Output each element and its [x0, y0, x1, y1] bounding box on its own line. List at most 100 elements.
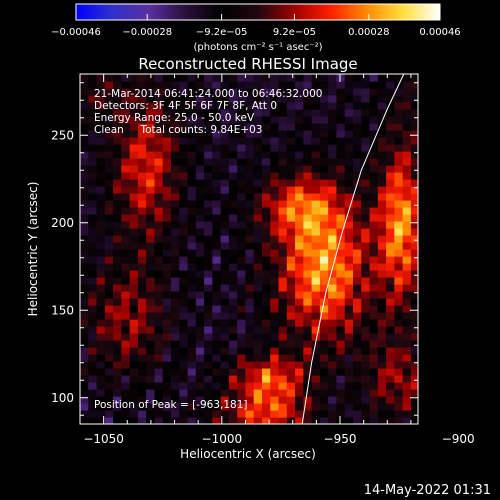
heatmap-cell	[179, 95, 189, 103]
heatmap-cell	[154, 116, 164, 124]
heatmap-cell	[237, 172, 247, 180]
heatmap-cell	[104, 326, 114, 334]
heatmap-cell	[96, 74, 106, 82]
heatmap-cell	[286, 298, 296, 306]
heatmap-cell	[137, 165, 147, 173]
heatmap-cell	[237, 116, 247, 124]
heatmap-cell	[386, 186, 395, 194]
heatmap-cell	[353, 200, 362, 208]
heatmap-cell	[410, 179, 418, 187]
heatmap-cell	[212, 151, 222, 159]
heatmap-cell	[187, 333, 197, 341]
heatmap-cell	[113, 298, 122, 306]
heatmap-cell	[278, 123, 288, 131]
heatmap-cell	[361, 340, 371, 348]
heatmap-cell	[129, 333, 139, 341]
heatmap-cell	[262, 74, 271, 82]
heatmap-cell	[121, 319, 131, 327]
heatmap-cell	[154, 158, 164, 166]
heatmap-cell	[262, 382, 271, 390]
heatmap-cell	[410, 291, 418, 299]
heatmap-cell	[328, 137, 338, 145]
heatmap-cell	[137, 410, 147, 418]
heatmap-cell	[154, 263, 164, 271]
heatmap-cell	[353, 277, 362, 285]
annotation-energy-range: Energy Range: 25.0 - 50.0 keV	[94, 112, 255, 124]
heatmap-cell	[262, 88, 271, 96]
heatmap-cell	[386, 123, 395, 131]
heatmap-cell	[195, 403, 205, 411]
heatmap-cell	[410, 298, 418, 306]
heatmap-cell	[410, 88, 418, 96]
heatmap-cell	[336, 81, 346, 89]
heatmap-cell	[212, 354, 222, 362]
heatmap-cell	[353, 270, 362, 278]
heatmap-cell	[113, 417, 122, 424]
heatmap-cell	[245, 256, 255, 264]
heatmap-cell	[344, 130, 354, 138]
heatmap-cell	[369, 403, 379, 411]
heatmap-cell	[278, 361, 288, 369]
heatmap-cell	[80, 179, 89, 187]
heatmap-cell	[361, 74, 371, 82]
heatmap-cell	[311, 137, 321, 145]
heatmap-cell	[253, 298, 263, 306]
heatmap-cell	[154, 375, 164, 383]
heatmap-cell	[278, 95, 288, 103]
heatmap-cell	[80, 249, 89, 257]
heatmap-cell	[154, 214, 164, 222]
heatmap-cell	[262, 165, 271, 173]
heatmap-cell	[220, 291, 230, 299]
heatmap-cell	[278, 249, 288, 257]
heatmap-cell	[162, 389, 172, 397]
heatmap-cell	[394, 102, 404, 110]
heatmap-cell	[137, 179, 147, 187]
heatmap-cell	[245, 144, 255, 152]
heatmap-cell	[129, 102, 139, 110]
heatmap-cell	[402, 389, 412, 397]
heatmap-cell	[195, 81, 205, 89]
heatmap-cell	[253, 375, 263, 383]
heatmap-cell	[162, 298, 172, 306]
heatmap-cell	[410, 74, 418, 82]
heatmap-cell	[187, 319, 197, 327]
heatmap-cell	[212, 319, 222, 327]
heatmap-cell	[88, 88, 98, 96]
heatmap-cell	[270, 74, 280, 82]
heatmap-cell	[237, 249, 247, 257]
heatmap-cell	[171, 116, 180, 124]
heatmap-cell	[303, 109, 313, 117]
heatmap-cell	[220, 81, 230, 89]
heatmap-cell	[386, 340, 395, 348]
heatmap-cell	[286, 116, 296, 124]
heatmap-cell	[129, 81, 139, 89]
heatmap-cell	[270, 333, 280, 341]
heatmap-cell	[361, 172, 371, 180]
heatmap-cell	[104, 137, 114, 145]
heatmap-cell	[96, 158, 106, 166]
heatmap-cell	[361, 333, 371, 341]
heatmap-cell	[344, 382, 354, 390]
heatmap-cell	[344, 417, 354, 424]
heatmap-cell	[253, 130, 263, 138]
heatmap-cell	[220, 151, 230, 159]
heatmap-cell	[220, 368, 230, 376]
heatmap-cell	[386, 263, 395, 271]
heatmap-cell	[270, 284, 280, 292]
heatmap-cell	[353, 158, 362, 166]
heatmap-cell	[212, 277, 222, 285]
heatmap-cell	[353, 109, 362, 117]
heatmap-cell	[270, 340, 280, 348]
heatmap-cell	[137, 263, 147, 271]
heatmap-cell	[237, 319, 247, 327]
heatmap-cell	[121, 179, 131, 187]
heatmap-cell	[237, 410, 247, 418]
heatmap-cell	[402, 186, 412, 194]
heatmap-cell	[179, 249, 189, 257]
heatmap-cell	[286, 109, 296, 117]
heatmap-cell	[204, 319, 213, 327]
heatmap-cell	[154, 326, 164, 334]
heatmap-cell	[129, 368, 139, 376]
heatmap-cell	[361, 396, 371, 404]
heatmap-cell	[187, 151, 197, 159]
